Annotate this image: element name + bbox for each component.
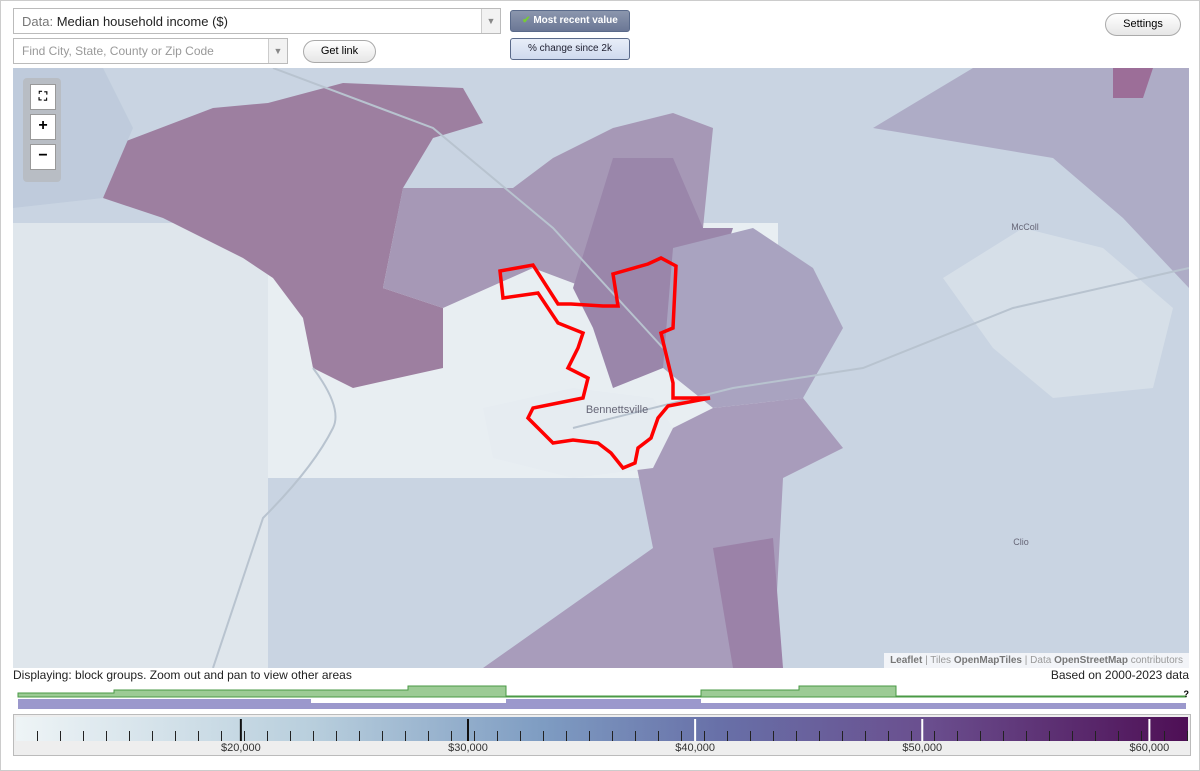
map[interactable]: McColl Bennettsville Clio ⛶ + − Leaflet … — [13, 68, 1189, 668]
region — [13, 223, 268, 668]
help-icon[interactable]: ? — [1184, 689, 1190, 699]
zoom-out-button[interactable]: − — [30, 144, 56, 170]
legend-tick-label: $20,000 — [221, 742, 261, 754]
get-link-button[interactable]: Get link — [303, 40, 376, 63]
histogram-current — [17, 685, 1187, 698]
region — [1113, 68, 1153, 98]
attr-leaflet[interactable]: Leaflet — [890, 655, 923, 666]
legend-gradient — [16, 717, 1188, 741]
attr-tiles: Tiles — [930, 655, 952, 666]
most-recent-toggle[interactable]: ✔ Most recent value — [510, 10, 630, 32]
city-boundary — [498, 256, 711, 471]
data-label: Data: — [22, 14, 54, 29]
histogram-past — [18, 699, 1186, 709]
search-placeholder: Find City, State, County or Zip Code — [22, 44, 214, 58]
map-layer: McColl Bennettsville Clio — [13, 68, 1189, 668]
legend: $20,000 $30,000 $40,000 $50,000 $60,000 — [13, 714, 1191, 756]
legend-tick-label: $50,000 — [902, 742, 942, 754]
data-value: Median household income ($) — [56, 14, 228, 29]
data-select[interactable]: Data: Median household income ($) ▼ — [13, 8, 501, 34]
attr-data-source[interactable]: OpenStreetMap — [1054, 655, 1128, 666]
legend-tick-label: $60,000 — [1130, 742, 1170, 754]
zoom-in-button[interactable]: + — [30, 114, 56, 140]
fullscreen-button[interactable]: ⛶ — [30, 84, 56, 110]
attr-contributors: contributors — [1130, 655, 1183, 666]
region — [103, 83, 483, 388]
attr-data: Data — [1030, 655, 1052, 666]
zoom-control: ⛶ + − — [23, 78, 61, 182]
settings-button[interactable]: Settings — [1105, 13, 1181, 36]
dropdown-arrow: ▼ — [481, 9, 500, 33]
place-label: McColl — [1011, 222, 1039, 232]
attr-tiles-source[interactable]: OpenMapTiles — [953, 655, 1022, 666]
search-box[interactable]: Find City, State, County or Zip Code ▼ — [13, 38, 288, 64]
dropdown-arrow: ▼ — [268, 39, 287, 63]
place-label: Bennettsville — [586, 404, 648, 416]
attribution: Leaflet | Tiles OpenMapTiles | Data Open… — [884, 653, 1189, 668]
pct-change-toggle[interactable]: % change since 2k — [510, 38, 630, 60]
region — [873, 68, 1189, 288]
legend-scale: $20,000 $30,000 $40,000 $50,000 $60,000 — [221, 719, 1170, 754]
histogram: ? — [17, 685, 1190, 709]
region — [713, 538, 783, 668]
region — [573, 158, 733, 388]
legend-tick-label: $30,000 — [448, 742, 488, 754]
legend-tick-label: $40,000 — [675, 742, 715, 754]
place-label: Clio — [1013, 537, 1029, 547]
region — [663, 228, 843, 408]
road — [212, 68, 1189, 668]
data-years: Based on 2000-2023 data — [1050, 668, 1189, 682]
region — [943, 228, 1173, 398]
display-note: Displaying: block groups. Zoom out and p… — [13, 668, 352, 682]
most-recent-label: Most recent value — [533, 15, 618, 26]
